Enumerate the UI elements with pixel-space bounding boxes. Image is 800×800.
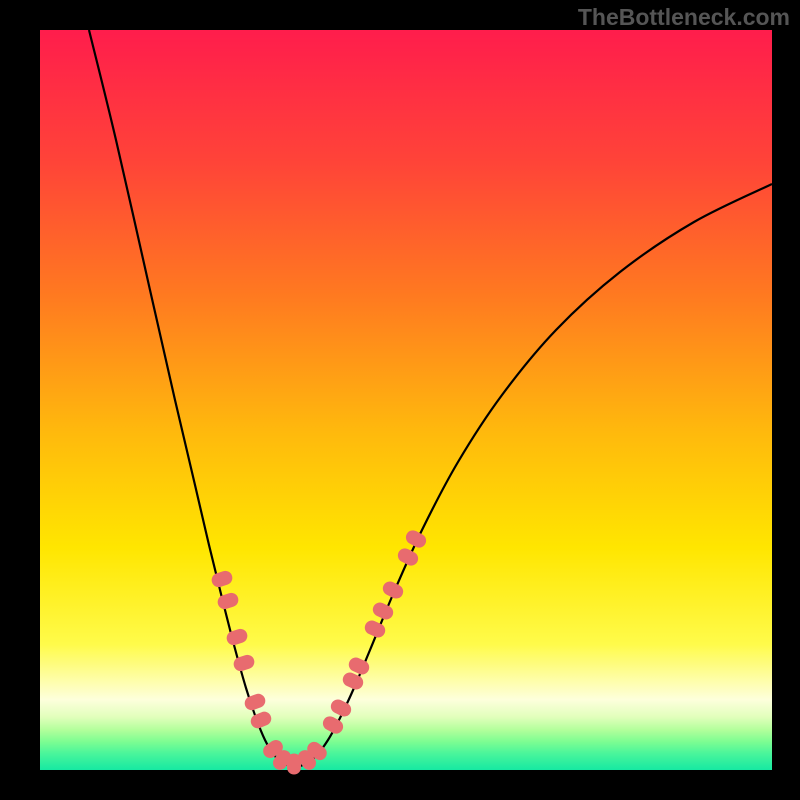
watermark-text: TheBottleneck.com [578, 4, 790, 31]
gradient-background [40, 30, 772, 770]
bottleneck-chart [0, 0, 800, 800]
